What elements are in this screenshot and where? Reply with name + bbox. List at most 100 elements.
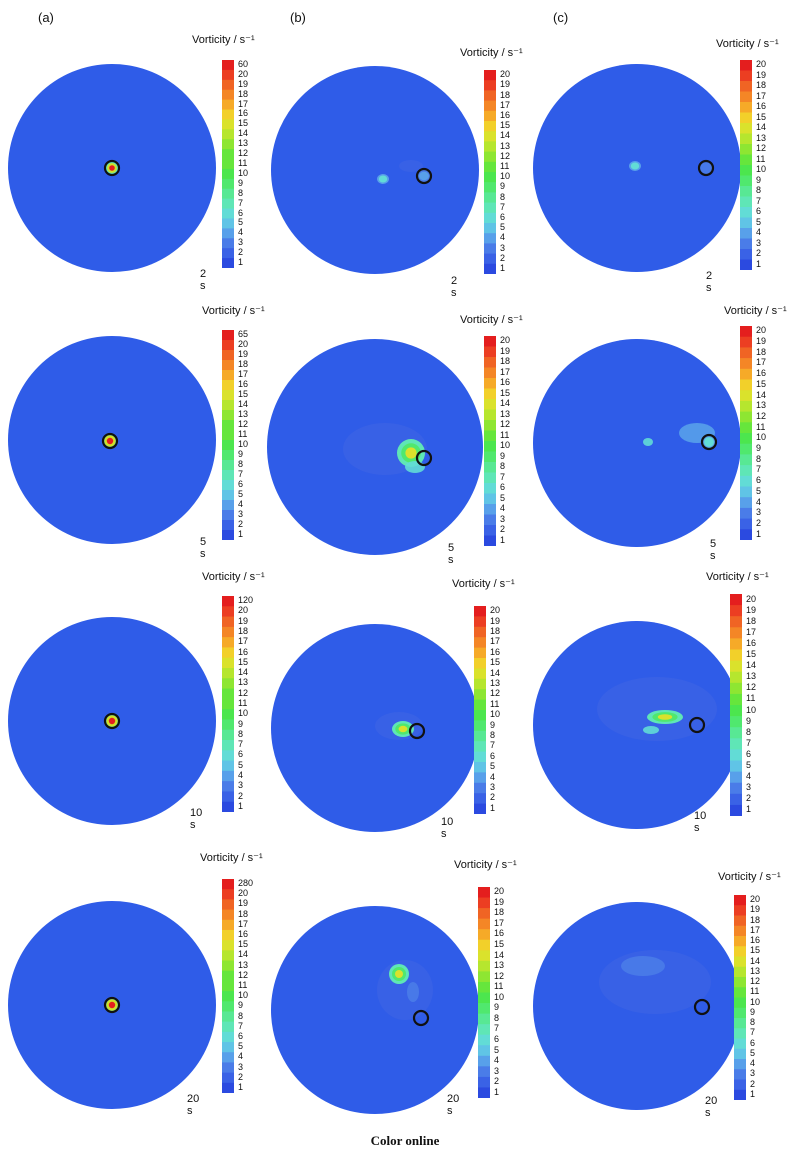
colorbar-tick-label: 4 [238, 770, 244, 780]
colorbar-swatch [734, 966, 746, 978]
colorbar-swatch [740, 228, 752, 239]
colorbar-swatch [484, 70, 496, 81]
vorticity-field-disk [8, 617, 216, 825]
colorbar-tick-label: 1 [750, 1088, 756, 1099]
colorbar-tick-label: 13 [494, 960, 505, 971]
colorbar-swatch [730, 693, 742, 706]
colorbar-swatch [478, 887, 490, 899]
colorbar-swatch [222, 168, 234, 180]
colorbar-swatch [222, 991, 234, 1002]
colorbar-swatch [478, 908, 490, 920]
colorbar-swatch [222, 889, 234, 900]
colorbar-swatch [222, 719, 234, 731]
colorbar-swatch [222, 330, 234, 341]
colorbar-swatch [222, 178, 234, 190]
colorbar-tick-label: 7 [238, 1020, 244, 1031]
colorbar-swatch [484, 535, 496, 546]
colorbar-tick-label: 18 [750, 914, 761, 925]
colorbar-swatch [222, 657, 234, 669]
colorbar-tick-label: 16 [238, 646, 249, 657]
colorbar-swatch [730, 649, 742, 662]
impeller-ring [415, 167, 433, 185]
vortex-blob [630, 162, 640, 170]
colorbar-swatch [222, 208, 234, 219]
colorbar-swatch [478, 1024, 490, 1036]
colorbar-swatch [222, 801, 234, 812]
colorbar-tick-label: 18 [238, 88, 249, 99]
field-background [271, 66, 479, 274]
colorbar-tick-label: 3 [756, 507, 762, 518]
colorbar-tick-label: 2 [756, 248, 762, 259]
colorbar-tick-label: 11 [500, 160, 510, 171]
colorbar-swatch [478, 1066, 490, 1078]
colorbar-swatch [222, 678, 234, 690]
colorbar-tick-label: 7 [238, 197, 244, 208]
colorbar-tick-label: 15 [756, 378, 767, 389]
colorbar-tick-label: 13 [746, 671, 757, 682]
colorbar-tick-label: 5 [756, 216, 762, 227]
colorbar-tick-label: 13 [500, 140, 511, 151]
vortex-blob [643, 438, 653, 446]
colorbar-swatch [734, 946, 746, 957]
colorbar-tick-label: 16 [750, 935, 761, 946]
colorbar-tick-label: 15 [494, 939, 505, 950]
colorbar-tick-label: 12 [750, 976, 761, 987]
colorbar-tick-label: 1 [500, 262, 506, 273]
colorbar-tick-label: 19 [750, 904, 761, 915]
colorbar [474, 606, 486, 814]
colorbar-tick-label: 2 [750, 1078, 756, 1089]
colorbar-tick-label: 13 [500, 408, 511, 419]
colorbar-swatch [222, 791, 234, 803]
time-label: 10 s [694, 810, 707, 834]
colorbar-swatch [222, 1001, 234, 1012]
colorbar-tick-label: 19 [500, 79, 511, 90]
colorbar-tick-label: 19 [238, 615, 249, 626]
colorbar-swatch [478, 981, 490, 993]
colorbar-swatch [484, 90, 496, 102]
colorbar-tick-label: 13 [756, 132, 767, 143]
vortex-blob [106, 437, 114, 445]
colorbar-swatch [734, 977, 746, 988]
colorbar-tick-label: 16 [756, 368, 767, 379]
impeller-ring [103, 159, 121, 177]
colorbar-swatch [222, 596, 234, 607]
colorbar-swatch [740, 102, 752, 113]
colorbar-tick-label: 12 [238, 969, 249, 980]
colorbar-swatch [222, 248, 234, 259]
colorbar-tick-label: 65 [238, 329, 249, 339]
colorbar-swatch [484, 357, 496, 368]
colorbar-swatch [222, 919, 234, 931]
colorbar-tick-label: 8 [494, 1012, 500, 1023]
column-label-c: (c) [553, 10, 569, 25]
colorbar-swatch [474, 772, 486, 784]
colorbar-swatch [478, 1034, 490, 1046]
colorbar-swatch [222, 198, 234, 210]
colorbar-swatch [478, 929, 490, 941]
colorbar-tick-label: 3 [238, 509, 244, 519]
colorbar-swatch [484, 378, 496, 389]
field-background [271, 624, 479, 832]
colorbar-swatch [740, 379, 752, 391]
field-background [271, 906, 479, 1114]
colorbar-tick-label: 17 [490, 636, 501, 647]
colorbar-swatch [740, 529, 752, 540]
colorbar-swatch [730, 705, 742, 717]
colorbar-title: Vorticity / s⁻¹ [718, 871, 781, 883]
colorbar-swatch [740, 507, 752, 520]
colorbar-tick-label: 2 [238, 1071, 244, 1082]
colorbar-swatch [730, 627, 742, 639]
colorbar-tick-label: 12 [490, 688, 501, 699]
time-label: 10 s [190, 807, 203, 831]
colorbar-tick-label: 17 [500, 99, 511, 110]
colorbar-tick-label: 11 [756, 421, 766, 432]
colorbar-tick-label: 13 [238, 959, 249, 970]
colorbar-tick-label: 7 [490, 740, 496, 751]
colorbar-title: Vorticity / s⁻¹ [706, 571, 769, 583]
colorbar-tick-label: 18 [238, 359, 249, 369]
colorbar-swatch [222, 69, 234, 81]
colorbar-tick-label: 1 [238, 800, 244, 811]
time-label: 10 s [441, 816, 454, 840]
colorbar-tick-label: 20 [238, 605, 249, 616]
colorbar-swatch [730, 760, 742, 773]
